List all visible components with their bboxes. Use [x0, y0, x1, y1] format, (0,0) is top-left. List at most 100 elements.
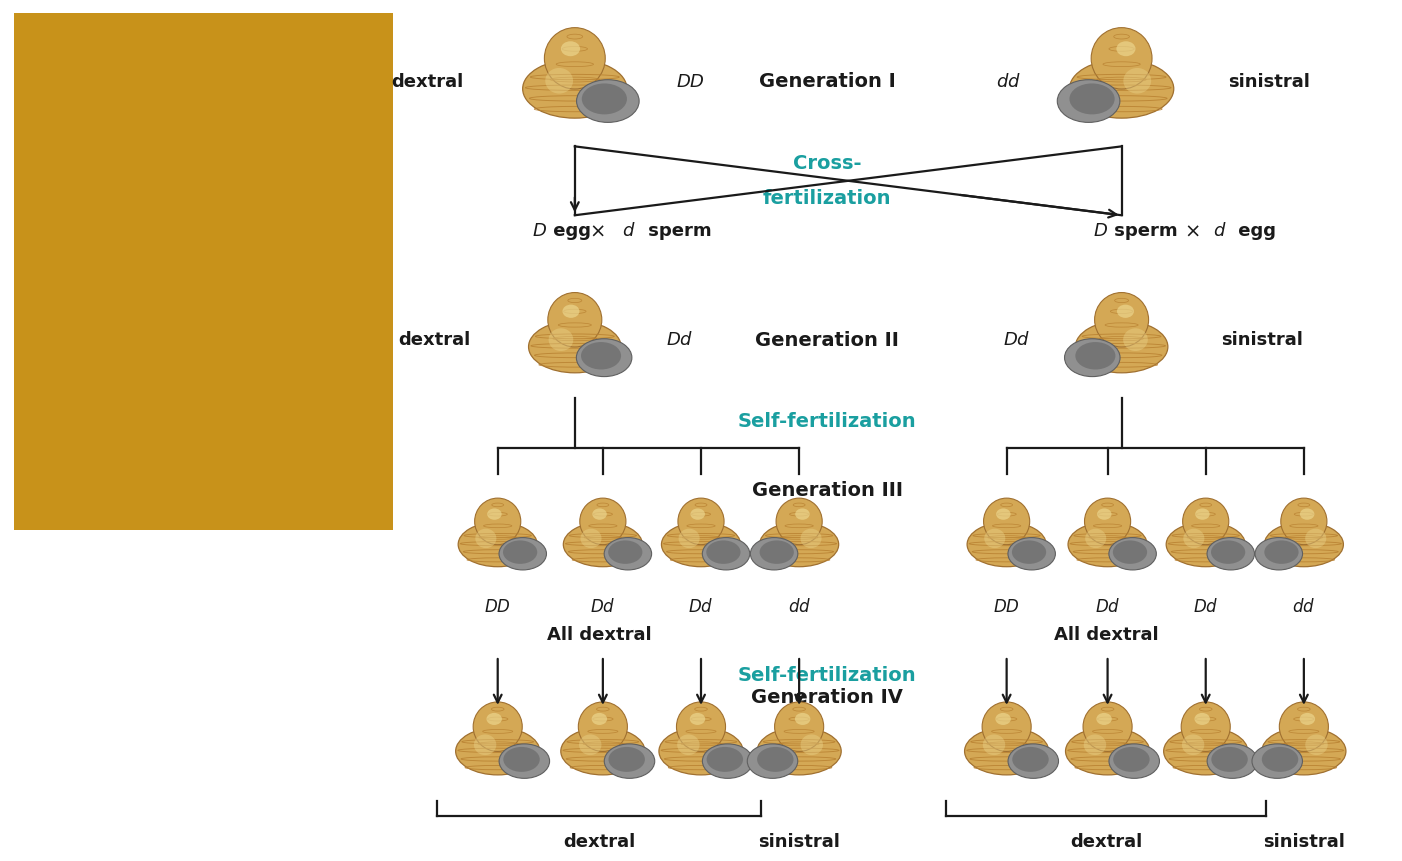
Ellipse shape	[1117, 305, 1134, 318]
Ellipse shape	[548, 293, 601, 347]
Text: dextral: dextral	[564, 833, 635, 851]
Ellipse shape	[475, 499, 520, 545]
Ellipse shape	[983, 734, 1005, 755]
Ellipse shape	[659, 728, 743, 775]
Ellipse shape	[1096, 713, 1112, 725]
Ellipse shape	[544, 28, 606, 89]
Ellipse shape	[548, 328, 573, 351]
Ellipse shape	[1084, 702, 1133, 752]
Ellipse shape	[702, 744, 753, 778]
Ellipse shape	[545, 68, 573, 94]
Ellipse shape	[580, 342, 621, 369]
Text: $Dd$: $Dd$	[688, 598, 714, 616]
Ellipse shape	[1262, 728, 1346, 775]
Ellipse shape	[486, 713, 502, 725]
Ellipse shape	[592, 509, 607, 520]
Text: sinistral: sinistral	[1228, 73, 1309, 90]
Ellipse shape	[1084, 734, 1106, 755]
Ellipse shape	[677, 702, 726, 752]
Ellipse shape	[801, 529, 822, 548]
Text: $\times$: $\times$	[589, 221, 606, 240]
Ellipse shape	[801, 734, 823, 755]
Ellipse shape	[1300, 713, 1315, 725]
Text: All dextral: All dextral	[547, 627, 652, 644]
Ellipse shape	[757, 746, 794, 771]
Ellipse shape	[1262, 746, 1298, 771]
Ellipse shape	[1182, 734, 1204, 755]
Ellipse shape	[1070, 59, 1173, 118]
Text: $DD$: $DD$	[484, 598, 512, 616]
Text: Generation I: Generation I	[758, 72, 896, 91]
Text: $dd$: $dd$	[1293, 598, 1315, 616]
Ellipse shape	[1085, 529, 1106, 548]
Text: fertilization: fertilization	[763, 189, 892, 208]
Ellipse shape	[576, 80, 639, 122]
Ellipse shape	[1211, 746, 1248, 771]
Ellipse shape	[967, 522, 1046, 567]
Ellipse shape	[1075, 342, 1116, 369]
Ellipse shape	[679, 499, 723, 545]
Ellipse shape	[503, 746, 540, 771]
Ellipse shape	[965, 728, 1049, 775]
Ellipse shape	[579, 702, 628, 752]
Ellipse shape	[747, 744, 798, 778]
Ellipse shape	[679, 529, 700, 548]
Ellipse shape	[1113, 746, 1150, 771]
Ellipse shape	[1075, 321, 1168, 373]
Ellipse shape	[503, 541, 537, 564]
Ellipse shape	[1255, 537, 1302, 570]
Ellipse shape	[1280, 702, 1329, 752]
Ellipse shape	[662, 522, 740, 567]
Ellipse shape	[1096, 509, 1112, 520]
Ellipse shape	[760, 541, 794, 564]
Text: $Dd$: $Dd$	[1095, 598, 1120, 616]
Ellipse shape	[529, 321, 621, 373]
Text: Generation III: Generation III	[751, 481, 903, 500]
Ellipse shape	[1113, 541, 1147, 564]
Ellipse shape	[750, 537, 798, 570]
Ellipse shape	[1252, 744, 1302, 778]
Ellipse shape	[1265, 541, 1298, 564]
Text: $Dd$: $Dd$	[666, 331, 694, 349]
Ellipse shape	[1300, 509, 1315, 520]
Text: sinistral: sinistral	[1221, 331, 1302, 349]
Ellipse shape	[795, 713, 810, 725]
Ellipse shape	[774, 702, 824, 752]
Text: $DD$: $DD$	[676, 73, 705, 90]
Ellipse shape	[1008, 744, 1059, 778]
Ellipse shape	[1070, 84, 1115, 115]
Ellipse shape	[604, 744, 655, 778]
Ellipse shape	[580, 529, 601, 548]
Ellipse shape	[707, 746, 743, 771]
Ellipse shape	[579, 734, 601, 755]
Text: $Dd$: $Dd$	[1193, 598, 1218, 616]
Text: sinistral: sinistral	[758, 833, 840, 851]
Text: $D$: $D$	[1092, 222, 1108, 239]
Ellipse shape	[984, 499, 1029, 545]
Text: dextral: dextral	[398, 331, 471, 349]
Text: Cross-: Cross-	[794, 154, 861, 173]
Ellipse shape	[1066, 728, 1150, 775]
Ellipse shape	[499, 537, 547, 570]
Ellipse shape	[1281, 499, 1326, 545]
Ellipse shape	[1195, 713, 1210, 725]
Text: Self-fertilization: Self-fertilization	[737, 412, 917, 431]
Ellipse shape	[456, 728, 540, 775]
Ellipse shape	[604, 537, 652, 570]
Ellipse shape	[1183, 529, 1204, 548]
Text: dextral: dextral	[1070, 833, 1143, 851]
Ellipse shape	[757, 728, 841, 775]
Ellipse shape	[1180, 702, 1231, 752]
Text: egg: egg	[1232, 222, 1276, 239]
Text: $DD$: $DD$	[993, 598, 1021, 616]
Ellipse shape	[1095, 293, 1148, 347]
Ellipse shape	[1265, 522, 1343, 567]
Text: $dd$: $dd$	[995, 73, 1021, 90]
Ellipse shape	[795, 509, 810, 520]
Ellipse shape	[486, 509, 502, 520]
Ellipse shape	[1109, 744, 1159, 778]
Bar	[14, 13, 393, 530]
Ellipse shape	[1166, 522, 1245, 567]
Ellipse shape	[1123, 68, 1151, 94]
Ellipse shape	[576, 338, 632, 376]
